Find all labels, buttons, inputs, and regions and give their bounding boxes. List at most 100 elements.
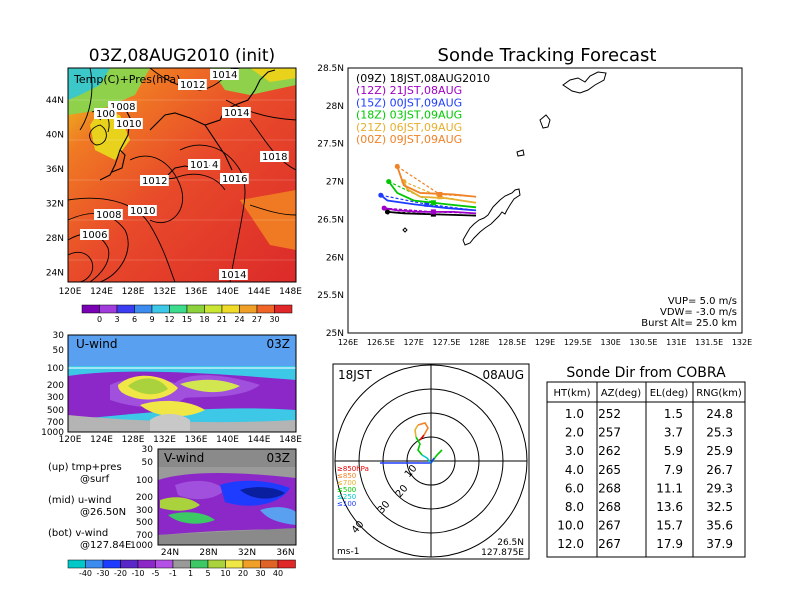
lon-tick-label: 128E xyxy=(122,287,145,297)
pressure-tick-label: 50 xyxy=(53,346,65,356)
colorbar-tick-label: 20 xyxy=(238,569,248,578)
landing-point xyxy=(424,201,430,207)
colorbar-tick-label: 10 xyxy=(220,569,230,578)
colorbar-swatch xyxy=(102,559,121,569)
lat-tick-label: 36N xyxy=(276,548,294,558)
track-legend-entry: (21Z) 06JST,09AUG xyxy=(356,121,462,134)
contour-label-bg xyxy=(260,151,289,162)
v-wind-label: V-wind xyxy=(164,451,204,465)
colorbar-swatch xyxy=(116,304,135,314)
map-lon-axis: 120E 124E 128E 132E 136E 140E 144E 148E xyxy=(59,287,303,297)
pressure-level-label: ≤500 xyxy=(337,486,356,494)
contour-label-bg xyxy=(222,107,251,118)
colorbar-tick-label: 30 xyxy=(269,315,279,324)
pressure-tick-label: 100 xyxy=(47,364,64,374)
lat-tick-label: 25.5N xyxy=(317,291,344,301)
hodograph-time: 18JST xyxy=(338,368,372,382)
table-cell: 268 xyxy=(598,500,621,514)
contour-label-bg xyxy=(140,175,169,186)
contour-label-bg xyxy=(114,118,143,129)
u-wind-label: U-wind xyxy=(76,337,117,351)
landing-point xyxy=(430,209,436,215)
contour-label: 1006 xyxy=(82,230,107,241)
colorbar-swatch xyxy=(172,559,191,569)
table-cell: 1.0 xyxy=(565,407,584,421)
table-cell: 3.0 xyxy=(565,444,584,458)
lon-tick-label: 126E xyxy=(338,338,358,347)
table-cell: 1.5 xyxy=(664,407,683,421)
table-header: EL(deg) xyxy=(650,388,689,399)
lon-tick-label: 132E xyxy=(732,338,752,347)
table-cell: 8.0 xyxy=(565,500,584,514)
hodograph-date: 08AUG xyxy=(482,368,524,382)
lon-tick-label: 132E xyxy=(153,287,176,297)
track-legend-entry: (09Z) 18JST,08AUG2010 xyxy=(356,72,490,85)
landing-point xyxy=(437,191,443,197)
lon-tick-label: 127.5E xyxy=(433,338,461,347)
contour-label-bg xyxy=(80,229,109,240)
table-cell: 26.7 xyxy=(706,463,733,477)
colorbar-tick-label: -20 xyxy=(114,569,127,578)
u-wind-lon-axis: 120E 124E 128E 132E 136E 140E 144E 148E xyxy=(59,435,303,445)
table-cell: 267 xyxy=(598,519,621,533)
tracking-title: Sonde Tracking Forecast xyxy=(438,45,657,66)
lon-tick-label: 129E xyxy=(535,338,555,347)
colorbar-tick-label: 5 xyxy=(205,569,210,578)
lat-tick-label: 26.5N xyxy=(317,215,344,225)
pressure-tick-label: 200 xyxy=(136,493,153,503)
colorbar-tick-label: 18 xyxy=(199,315,209,324)
table-cell: 268 xyxy=(598,481,621,495)
landing-point xyxy=(430,200,436,206)
lat-tick-label: 28N xyxy=(199,548,217,558)
lon-tick-label: 140E xyxy=(216,435,239,445)
lon-tick-label: 136E xyxy=(185,287,208,297)
burst-point xyxy=(394,163,400,169)
table-cell: 29.3 xyxy=(706,481,733,495)
table-cell: 267 xyxy=(598,537,621,551)
track-legend-entry: (18Z) 03JST,09AUG xyxy=(356,109,462,122)
table-cell: 257 xyxy=(598,426,621,440)
pressure-tick-label: 30 xyxy=(53,331,65,341)
pressure-tick-label: 300 xyxy=(136,506,153,516)
table-cell: 35.6 xyxy=(706,519,733,533)
colorbar-tick-label: 12 xyxy=(164,315,174,324)
contour-label-bg xyxy=(108,101,137,112)
param-line: VUP= 5.0 m/s xyxy=(668,296,737,307)
pressure-level-label: ≤250 xyxy=(337,493,356,501)
colorbar-swatch xyxy=(260,559,279,569)
panel-legend-notes: (up) tmp+pres@surf (mid) u-wind@26.50N (bo… xyxy=(48,462,131,551)
hodograph-lat: 26.5N xyxy=(497,538,524,548)
lat-tick-label: 27N xyxy=(326,178,344,188)
colorbar-tick-label: -30 xyxy=(96,569,109,578)
colorbar-swatch xyxy=(81,304,100,314)
note-line: @surf xyxy=(80,474,110,485)
table-cell: 7.9 xyxy=(664,463,683,477)
contour-label: 100 xyxy=(96,109,115,120)
note-line: @127.84E xyxy=(80,540,131,551)
lon-tick-label: 136E xyxy=(185,435,208,445)
contour-label-bg xyxy=(178,79,207,90)
colorbar-swatch xyxy=(207,559,226,569)
table-cell: 24.8 xyxy=(706,407,733,421)
table-cell: 262 xyxy=(598,444,621,458)
table-cell: 10.0 xyxy=(557,519,584,533)
pressure-tick-label: 1000 xyxy=(130,541,153,551)
lon-tick-label: 130.5E xyxy=(630,338,658,347)
table-cell: 17.9 xyxy=(656,537,683,551)
lon-tick-label: 131.5E xyxy=(695,338,723,347)
lat-tick-label: 24N xyxy=(161,548,179,558)
contour-label: 1018 xyxy=(262,152,287,163)
track-descent xyxy=(388,181,477,208)
table-cell: 13.6 xyxy=(656,500,683,514)
lon-tick-label: 124E xyxy=(90,435,113,445)
lat-tick-label: 28N xyxy=(46,234,64,244)
v-wind-time: 03Z xyxy=(267,451,291,465)
colorbar-swatch xyxy=(239,304,258,314)
note-line: @26.50N xyxy=(80,507,126,518)
contour-label: 1008 xyxy=(110,102,135,113)
sonde-direction-table: Sonde Dir from COBRA HT(km) AZ(deg) EL(deg… xyxy=(546,365,746,558)
contour-label: 1014 xyxy=(190,160,215,171)
